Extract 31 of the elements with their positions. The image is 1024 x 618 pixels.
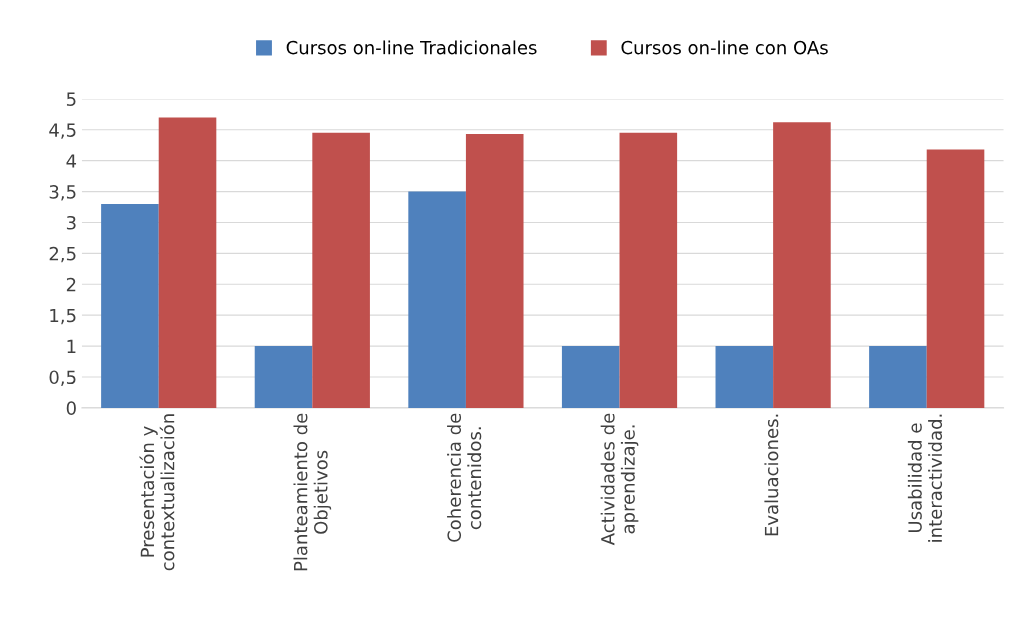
y-tick-label: 2 (66, 277, 76, 292)
bar (465, 134, 524, 408)
bar (408, 191, 466, 408)
bar (715, 346, 774, 408)
y-tick-label: 0 (66, 401, 76, 415)
y-tick-label: 4 (66, 154, 77, 168)
y-tick-label: 4,5 (49, 123, 76, 139)
bar (869, 346, 927, 408)
x-tick-label: Planteamiento de Objetivos (293, 413, 332, 571)
bar (926, 149, 985, 408)
bar (773, 122, 831, 408)
y-tick-label: 5 (66, 92, 76, 106)
y-tick-label: 3,5 (49, 185, 76, 201)
bar (158, 117, 217, 408)
x-tick-label: Actividades de aprendizaje. (600, 413, 639, 546)
y-tick-label: 1,5 (50, 308, 76, 325)
bar (254, 346, 313, 408)
bar (101, 203, 159, 408)
legend-label: Cursos on-line Tradicionales (286, 40, 537, 55)
legend-label: Cursos on-line con OAs (621, 40, 828, 55)
y-tick-label: 3 (66, 215, 76, 230)
x-tick-label: Usabilidad e interactividad. (907, 414, 943, 542)
y-tick-label: 2,5 (49, 246, 76, 263)
bar (561, 346, 620, 408)
x-tick-label: Evaluaciones. (764, 414, 779, 536)
y-tick-label: 0,5 (49, 370, 76, 386)
bar (312, 132, 370, 408)
bar (619, 132, 678, 408)
y-tick-label: 1 (67, 339, 76, 353)
x-tick-label: Coherencia de contenidos. (447, 413, 482, 542)
x-tick-label: Presentación y contextualización (139, 414, 175, 571)
